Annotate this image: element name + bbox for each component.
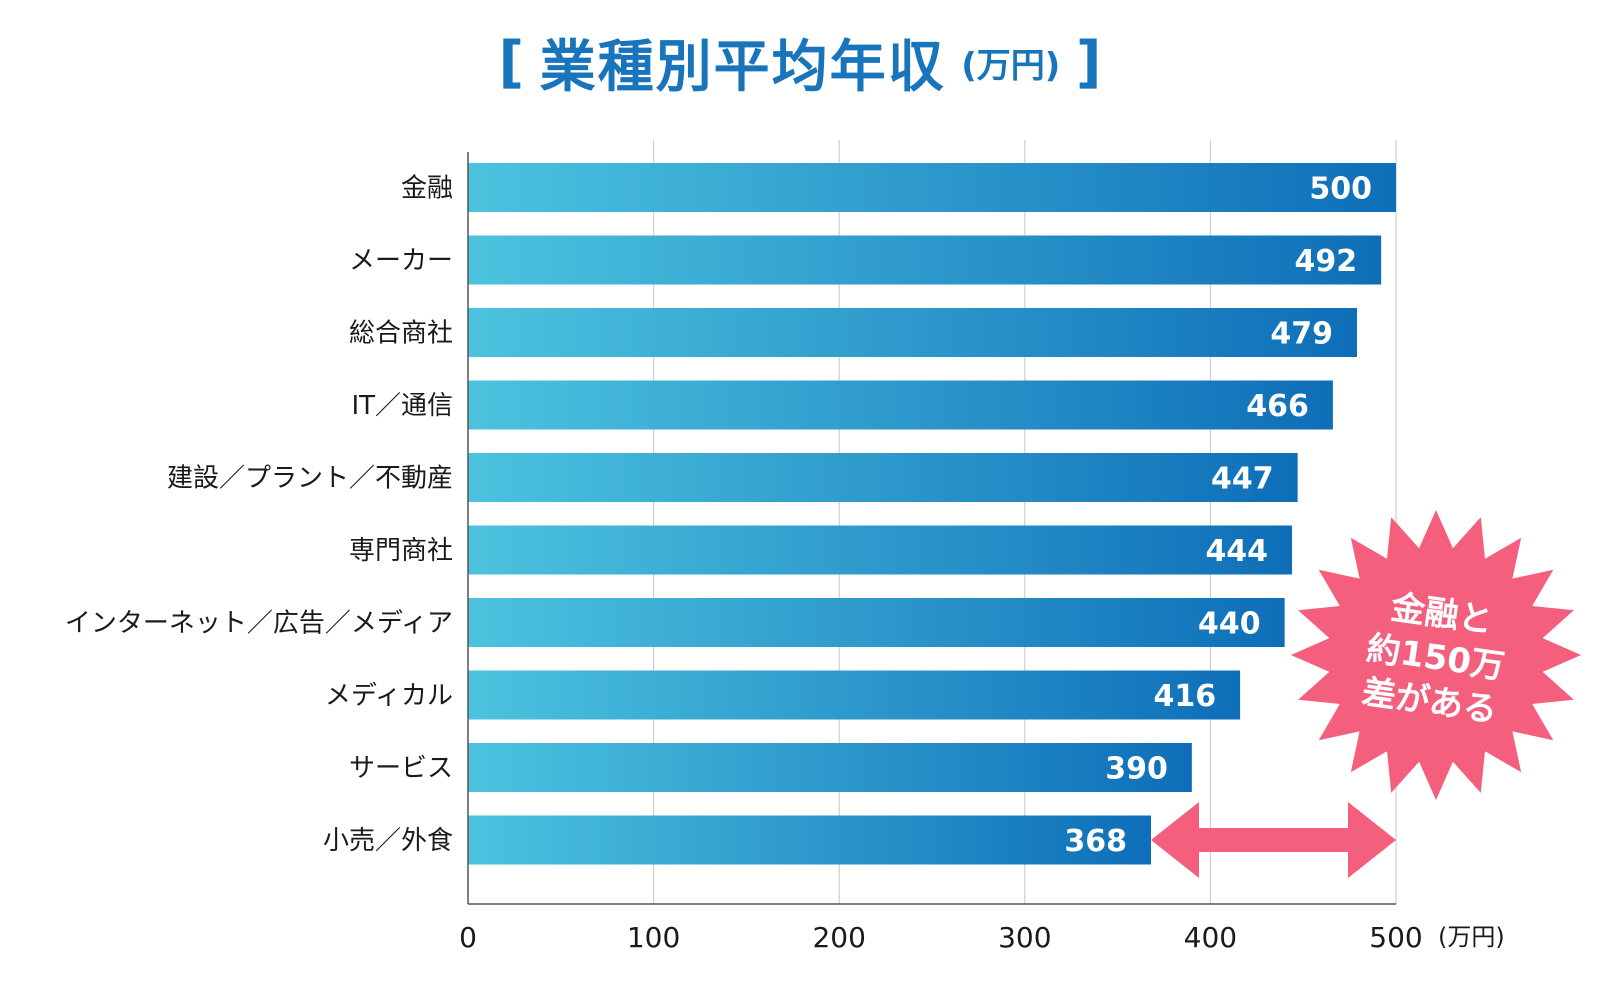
value-label-9: 368 <box>1064 824 1127 859</box>
bar-1 <box>468 235 1382 285</box>
bar-0 <box>468 163 1396 212</box>
title-unit: (万円) <box>961 46 1061 86</box>
value-label-5: 444 <box>1205 534 1268 569</box>
bar-3 <box>468 380 1333 430</box>
category-label-4: 建設／プラント／不動産 <box>167 464 453 494</box>
category-label-6: インターネット／広告／メディア <box>65 609 453 639</box>
value-label-7: 416 <box>1153 679 1216 714</box>
bar-4 <box>468 453 1298 502</box>
value-label-8: 390 <box>1105 752 1168 787</box>
bar-2 <box>468 308 1358 357</box>
category-label-9: 小売／外食 <box>323 826 453 856</box>
difference-arrow <box>1151 802 1396 878</box>
x-tick-label-300: 300 <box>998 921 1051 954</box>
category-label-7: メディカル <box>325 681 453 711</box>
category-label-0: 金融 <box>401 174 453 204</box>
starburst-callout <box>1291 510 1581 800</box>
x-tick-label-100: 100 <box>627 921 680 954</box>
value-label-4: 447 <box>1211 462 1274 497</box>
bar-7 <box>468 670 1241 720</box>
category-label-8: サービス <box>349 754 453 784</box>
bar-6 <box>468 598 1285 647</box>
bar-5 <box>468 525 1293 575</box>
x-axis-unit-label: (万円) <box>1438 923 1505 951</box>
x-tick-label-500: 500 <box>1369 921 1422 954</box>
value-label-1: 492 <box>1295 244 1358 279</box>
x-tick-label-0: 0 <box>459 921 477 954</box>
x-tick-label-400: 400 <box>1184 921 1237 954</box>
bar-8 <box>468 743 1192 792</box>
value-label-6: 440 <box>1198 607 1261 642</box>
title-bracket-close: ] <box>1075 30 1102 95</box>
category-label-2: 総合商社 <box>349 319 453 349</box>
category-label-3: IT／通信 <box>351 391 453 421</box>
value-label-2: 479 <box>1270 317 1333 352</box>
category-label-5: 専門商社 <box>349 536 453 566</box>
x-tick-label-200: 200 <box>812 921 865 954</box>
value-label-0: 500 <box>1309 172 1372 207</box>
value-label-3: 466 <box>1246 389 1309 424</box>
category-label-1: メーカー <box>349 246 453 276</box>
title-bracket-open: [ <box>498 30 525 95</box>
bar-9 <box>468 815 1152 865</box>
bars: 500 492 479 466 447 444 440 416 390 368 <box>468 163 1396 865</box>
title-main: 業種別平均年収 <box>539 35 946 100</box>
chart-title: [ 業種別平均年収 (万円) ] <box>0 22 1600 103</box>
